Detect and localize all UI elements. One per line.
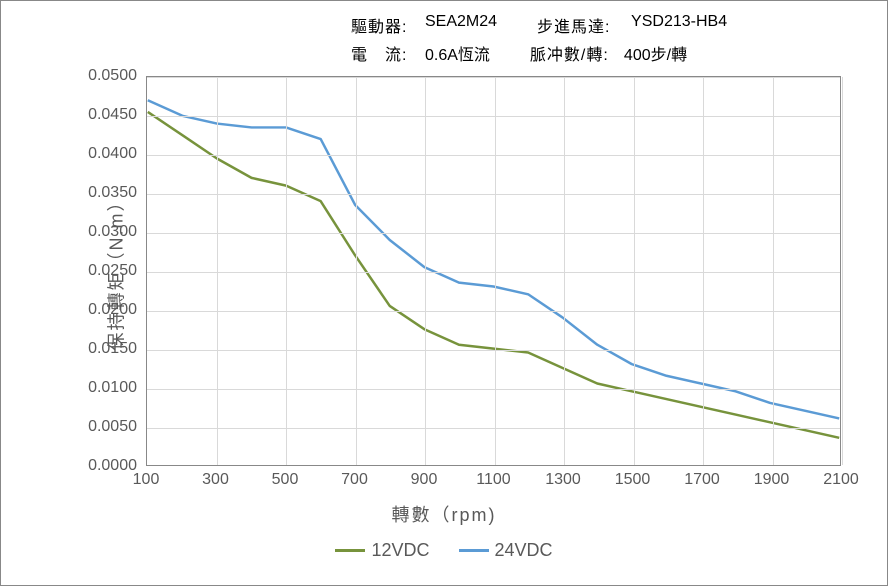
motor-cell: 步進馬達: YSD213-HB4 <box>537 13 767 37</box>
xtick-label: 1500 <box>615 471 651 489</box>
xtick-label: 1900 <box>754 471 790 489</box>
ytick-label: 0.0150 <box>57 340 137 358</box>
header-row-2: 電 流: 0.6A恆流 脈冲數/轉: 400步/轉 <box>351 41 867 65</box>
xtick-label: 100 <box>133 471 160 489</box>
xtick-label: 300 <box>202 471 229 489</box>
gridline-v <box>217 77 218 465</box>
xtick-label: 2100 <box>823 471 859 489</box>
current-cell: 電 流: 0.6A恆流 <box>351 41 530 65</box>
driver-label: 驅動器: <box>351 13 421 37</box>
current-label: 電 流: <box>351 41 421 65</box>
x-axis-label: 轉數（rpm) <box>1 501 887 527</box>
ytick-label: 0.0350 <box>57 184 137 202</box>
driver-value: SEA2M24 <box>425 13 497 37</box>
gridline-v <box>564 77 565 465</box>
pulses-cell: 脈冲數/轉: 400步/轉 <box>530 41 727 65</box>
gridline-v <box>773 77 774 465</box>
gridline-h <box>147 311 840 312</box>
current-value: 0.6A恆流 <box>425 41 490 65</box>
legend-swatch-24vdc <box>459 549 489 552</box>
gridline-h <box>147 428 840 429</box>
legend: 12VDC 24VDC <box>1 536 887 561</box>
gridline-v <box>703 77 704 465</box>
pulses-label: 脈冲數/轉: <box>530 41 620 65</box>
gridline-h <box>147 194 840 195</box>
legend-label-12vdc: 12VDC <box>371 540 429 561</box>
gridline-v <box>356 77 357 465</box>
ytick-label: 0.0100 <box>57 379 137 397</box>
gridline-h <box>147 116 840 117</box>
gridline-v <box>425 77 426 465</box>
gridline-v <box>286 77 287 465</box>
header-info: 驅動器: SEA2M24 步進馬達: YSD213-HB4 電 流: 0.6A恆… <box>351 13 867 69</box>
gridline-h <box>147 272 840 273</box>
ytick-label: 0.0000 <box>57 457 137 475</box>
ytick-label: 0.0300 <box>57 223 137 241</box>
legend-item-24vdc: 24VDC <box>459 540 553 561</box>
xtick-label: 1700 <box>684 471 720 489</box>
legend-item-12vdc: 12VDC <box>335 540 429 561</box>
gridline-h <box>147 233 840 234</box>
xtick-label: 1100 <box>476 471 510 489</box>
motor-label: 步進馬達: <box>537 13 627 37</box>
gridline-v <box>842 77 843 465</box>
motor-value: YSD213-HB4 <box>631 13 727 37</box>
ytick-label: 0.0050 <box>57 418 137 436</box>
header-row-1: 驅動器: SEA2M24 步進馬達: YSD213-HB4 <box>351 13 867 37</box>
xtick-label: 900 <box>411 471 438 489</box>
ytick-label: 0.0400 <box>57 145 137 163</box>
xtick-label: 700 <box>341 471 368 489</box>
ytick-label: 0.0450 <box>57 106 137 124</box>
gridline-h <box>147 155 840 156</box>
gridline-v <box>634 77 635 465</box>
legend-swatch-12vdc <box>335 549 365 552</box>
xtick-label: 500 <box>272 471 299 489</box>
ytick-label: 0.0500 <box>57 67 137 85</box>
gridline-v <box>495 77 496 465</box>
series-line-24VDC <box>148 100 839 418</box>
pulses-value: 400步/轉 <box>624 41 687 65</box>
gridline-h <box>147 77 840 78</box>
ytick-label: 0.0250 <box>57 262 137 280</box>
legend-label-24vdc: 24VDC <box>495 540 553 561</box>
chart-lines <box>147 77 840 465</box>
plot-area <box>146 76 841 466</box>
gridline-h <box>147 389 840 390</box>
driver-cell: 驅動器: SEA2M24 <box>351 13 537 37</box>
ytick-label: 0.0200 <box>57 301 137 319</box>
xtick-label: 1300 <box>545 471 581 489</box>
gridline-h <box>147 350 840 351</box>
chart-container: 驅動器: SEA2M24 步進馬達: YSD213-HB4 電 流: 0.6A恆… <box>0 0 888 586</box>
